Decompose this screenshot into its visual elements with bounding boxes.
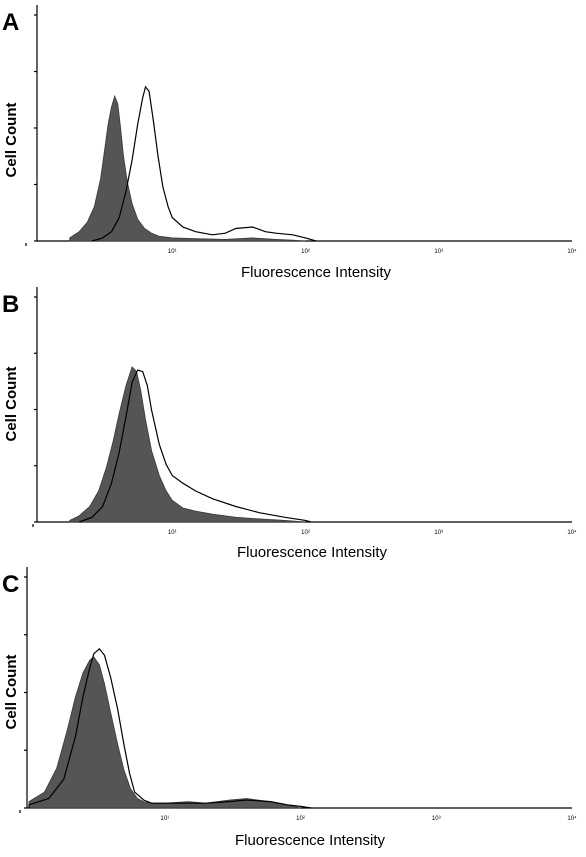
x-tick-label: 10¹ (160, 816, 169, 822)
y-axis-label: Cell Count (3, 367, 20, 442)
x-axis-label: Fluorescence Intensity (237, 544, 388, 561)
panel-label: A (2, 9, 19, 36)
x-tick-label: 10⁴ (567, 248, 577, 255)
histogram-panel-a: A Cell Count Fluorescence Intensity 10¹ 10² 1… (2, 5, 577, 281)
x-tick-label: 10² (296, 816, 305, 822)
panel-label: C (2, 571, 19, 598)
histogram-panel-b: B Cell Count Fluorescence Intensity 10¹ 10² 1… (2, 287, 577, 561)
y-axis-label: Cell Count (3, 655, 20, 730)
x-tick-label: 10⁴ (567, 815, 577, 822)
x-tick-label: 10¹ (168, 530, 177, 536)
panel-label: B (2, 291, 19, 318)
x-tick-label: 10¹ (168, 249, 177, 255)
x-axis-label: Fluorescence Intensity (241, 264, 392, 281)
control-histogram (69, 94, 306, 242)
stained-histogram (91, 85, 317, 242)
x-tick-label: 10³ (434, 530, 443, 536)
x-tick-label: 10⁴ (567, 529, 577, 536)
control-histogram (69, 366, 306, 523)
x-tick-label: 10³ (432, 816, 441, 822)
stained-histogram (28, 648, 312, 809)
x-tick-label: 10³ (434, 249, 443, 255)
x-tick-label: 10² (301, 530, 310, 536)
x-tick-label: 10² (301, 249, 310, 255)
y-axis-label: Cell Count (3, 103, 20, 178)
stained-histogram (78, 369, 312, 523)
histogram-panel-c: C Cell Count Fluorescence Intensity 10¹ 10² 1… (2, 567, 577, 849)
x-axis-label: Fluorescence Intensity (235, 832, 386, 849)
control-histogram (28, 656, 301, 809)
